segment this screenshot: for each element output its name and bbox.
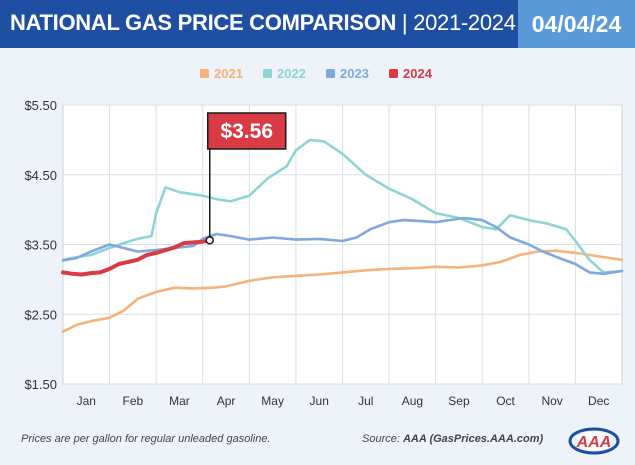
y-tick-label: $5.50: [24, 98, 57, 113]
legend-label: 2021: [214, 66, 243, 81]
x-tick-label: Mar: [169, 394, 190, 408]
legend-swatch: [263, 69, 272, 78]
series-line-2023: [61, 216, 624, 276]
header-bar: NATIONAL GAS PRICE COMPARISON | 2021-202…: [0, 0, 635, 48]
x-tick-label: Dec: [588, 394, 609, 408]
aaa-logo-icon: AAA: [568, 427, 620, 455]
legend-label: 2023: [340, 66, 369, 81]
x-tick-label: Oct: [496, 394, 515, 408]
series-line-2022: [61, 138, 624, 274]
x-tick-label: Feb: [123, 394, 144, 408]
title-years: 2021-2024: [413, 10, 516, 35]
date-badge: 04/04/24: [518, 0, 635, 48]
x-tick-label: Apr: [217, 394, 236, 408]
legend-label: 2024: [403, 66, 433, 81]
y-tick-label: $4.50: [24, 168, 57, 183]
y-tick-label: $2.50: [24, 307, 57, 322]
y-tick-label: $3.50: [24, 238, 57, 253]
x-tick-label: Jan: [77, 394, 96, 408]
legend-label: 2022: [277, 66, 306, 81]
y-tick-label: $1.50: [24, 377, 57, 392]
series-line-2021: [61, 249, 624, 333]
x-tick-label: Jun: [310, 394, 329, 408]
title-main: NATIONAL GAS PRICE COMPARISON: [10, 10, 397, 35]
annotation-label: $3.56: [220, 120, 273, 143]
logo-text: AAA: [576, 434, 612, 451]
x-tick-label: Nov: [541, 394, 562, 408]
series-line-2024: [61, 238, 212, 277]
x-tick-label: May: [261, 394, 284, 408]
page-title: NATIONAL GAS PRICE COMPARISON | 2021-202…: [10, 10, 516, 36]
footer-note: Prices are per gallon for regular unlead…: [21, 433, 271, 445]
x-tick-label: Sep: [448, 394, 470, 408]
annotation-box: [206, 112, 287, 150]
footer-source: Source: AAA (GasPrices.AAA.com): [362, 433, 543, 445]
title-separator: |: [396, 10, 414, 35]
legend-swatch: [326, 69, 335, 78]
annotation-point: [205, 236, 214, 245]
date-label: 04/04/24: [531, 10, 622, 37]
gas-price-chart: $1.50 $2.50 $3.50 $4.50 $5.50 Jan Feb Mar Apr May…: [24, 66, 624, 408]
x-tick-label: Jul: [358, 394, 373, 408]
source-label: Source:: [362, 433, 403, 445]
legend-swatch: [200, 69, 209, 78]
source-value: AAA (GasPrices.AAA.com): [402, 433, 544, 445]
x-tick-label: Aug: [402, 394, 423, 408]
legend-swatch: [389, 69, 398, 78]
